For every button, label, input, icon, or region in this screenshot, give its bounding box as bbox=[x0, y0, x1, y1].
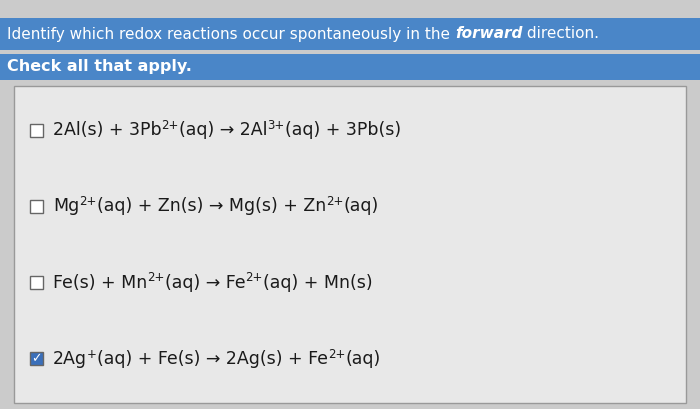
Text: 2+: 2+ bbox=[79, 195, 97, 208]
Text: Check all that apply.: Check all that apply. bbox=[7, 59, 192, 74]
Text: (aq) → 2Al: (aq) → 2Al bbox=[179, 121, 267, 139]
Text: +: + bbox=[87, 348, 97, 361]
Text: (aq) + Mn(s): (aq) + Mn(s) bbox=[262, 274, 372, 292]
FancyBboxPatch shape bbox=[30, 124, 43, 137]
Text: 2+: 2+ bbox=[326, 195, 343, 208]
FancyBboxPatch shape bbox=[0, 54, 700, 80]
Text: 2Ag: 2Ag bbox=[53, 350, 87, 368]
FancyBboxPatch shape bbox=[0, 0, 700, 18]
Text: 3+: 3+ bbox=[267, 119, 285, 132]
Text: (aq) + Fe(s) → 2Ag(s) + Fe: (aq) + Fe(s) → 2Ag(s) + Fe bbox=[97, 350, 328, 368]
Text: ✓: ✓ bbox=[32, 353, 42, 365]
Text: direction.: direction. bbox=[522, 27, 599, 41]
Text: (aq) + 3Pb(s): (aq) + 3Pb(s) bbox=[285, 121, 401, 139]
Text: 2+: 2+ bbox=[328, 348, 345, 361]
Text: (aq): (aq) bbox=[343, 198, 379, 216]
Text: 2+: 2+ bbox=[147, 272, 164, 284]
Text: (aq): (aq) bbox=[345, 350, 381, 368]
Text: Fe(s) + Mn: Fe(s) + Mn bbox=[53, 274, 147, 292]
FancyBboxPatch shape bbox=[0, 18, 700, 50]
Text: 2+: 2+ bbox=[245, 272, 262, 284]
Text: 2Al(s) + 3Pb: 2Al(s) + 3Pb bbox=[53, 121, 162, 139]
Text: (aq) + Zn(s) → Mg(s) + Zn: (aq) + Zn(s) → Mg(s) + Zn bbox=[97, 198, 326, 216]
FancyBboxPatch shape bbox=[0, 50, 700, 54]
FancyBboxPatch shape bbox=[30, 276, 43, 289]
FancyBboxPatch shape bbox=[30, 200, 43, 213]
Text: Mg: Mg bbox=[53, 198, 79, 216]
Text: (aq) → Fe: (aq) → Fe bbox=[164, 274, 245, 292]
FancyBboxPatch shape bbox=[14, 86, 686, 403]
Text: forward: forward bbox=[455, 27, 522, 41]
Text: 2+: 2+ bbox=[162, 119, 179, 132]
FancyBboxPatch shape bbox=[30, 353, 43, 365]
Text: Identify which redox reactions occur spontaneously in the: Identify which redox reactions occur spo… bbox=[7, 27, 455, 41]
